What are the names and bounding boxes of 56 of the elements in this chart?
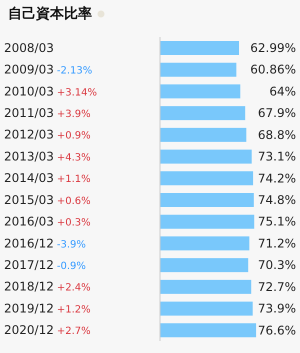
text: -2.13%	[56, 66, 92, 77]
bar	[160, 41, 240, 55]
y-tick-label: 2012/03	[4, 128, 54, 142]
data-label: 74.2%	[258, 171, 296, 186]
text: +2.7%	[56, 326, 91, 338]
y-tick-label: 2019/12	[4, 301, 54, 316]
bar	[160, 323, 256, 338]
text: +0.6%	[56, 196, 91, 207]
data-label: 64%	[269, 84, 296, 98]
bar	[160, 106, 246, 120]
text: +1.1%	[56, 174, 91, 186]
chart-title: 自己資本比率	[8, 5, 93, 23]
data-label: 60.86%	[250, 62, 296, 77]
text: -3.9%	[56, 239, 86, 250]
y-tick-label: 2011/03	[4, 106, 54, 120]
bar	[160, 258, 248, 272]
data-label: 70.3%	[258, 258, 296, 272]
data-label: 71.2%	[258, 236, 296, 250]
text: +4.3%	[56, 152, 91, 164]
bar	[160, 84, 240, 98]
bar	[160, 214, 254, 229]
y-tick-label: 2016/03	[4, 214, 54, 229]
data-label: 75.1%	[258, 214, 296, 229]
y-tick-label: 2016/12	[4, 236, 54, 250]
data-label: 76.6%	[258, 323, 296, 338]
y-tick-label: 2017/12	[4, 258, 54, 272]
text: +3.9%	[56, 109, 91, 120]
bar	[160, 128, 246, 142]
bar	[160, 236, 250, 250]
text: +2.4%	[56, 282, 91, 294]
bar	[160, 150, 252, 164]
data-label: 62.99%	[250, 41, 296, 55]
y-tick-label: 2008/03	[4, 40, 54, 55]
bar	[160, 302, 253, 316]
text: +3.14%	[56, 87, 98, 98]
y-tick-label: 2018/12	[4, 280, 54, 294]
text: +0.9%	[56, 130, 91, 142]
data-label: 73.1%	[258, 150, 296, 164]
y-tick-label: 2009/03	[4, 62, 54, 77]
data-label: 67.9%	[258, 106, 296, 120]
text: +0.3%	[56, 218, 91, 229]
y-tick-label: 2015/03	[4, 192, 54, 207]
bar	[160, 193, 254, 207]
data-label: 74.8%	[258, 193, 296, 207]
bar	[160, 171, 254, 186]
text: -0.9%	[56, 261, 86, 272]
text: +1.2%	[56, 304, 91, 316]
y-tick-label: 2014/03	[4, 171, 54, 186]
bar	[160, 62, 236, 77]
y-tick-label: 2013/03	[4, 149, 54, 164]
y-tick-label: 2010/03	[4, 84, 54, 98]
data-label: 68.8%	[258, 128, 296, 142]
y-tick-label: 2020/12	[4, 323, 54, 338]
data-label: 72.7%	[258, 280, 296, 294]
bar	[160, 280, 252, 294]
data-label: 73.9%	[258, 302, 296, 316]
